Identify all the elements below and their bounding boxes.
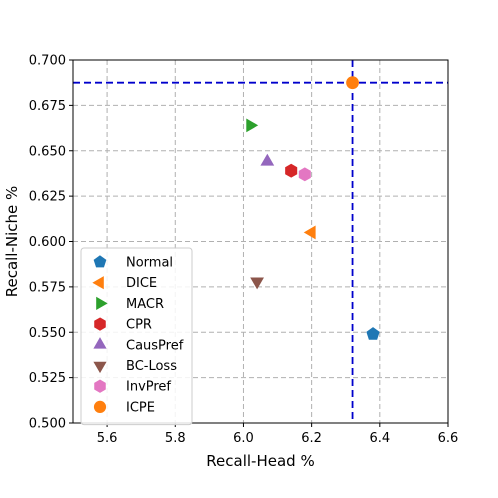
- y-tick-label: 0.600: [29, 235, 66, 250]
- y-tick-label: 0.700: [29, 54, 66, 69]
- data-point-cpr: [285, 163, 298, 178]
- y-tick-label: 0.500: [29, 417, 66, 432]
- y-tick-label: 0.625: [29, 190, 66, 205]
- legend-marker-icpe: [93, 400, 107, 414]
- legend-label-icpe: ICPE: [126, 400, 155, 415]
- data-point-icpe: [346, 76, 359, 90]
- y-axis-label: Recall-Niche %: [3, 186, 21, 298]
- x-tick-label: 5.6: [97, 431, 118, 446]
- x-tick-label: 6.0: [233, 431, 254, 446]
- data-point-causpref: [260, 153, 275, 166]
- legend-label-causpref: CausPref: [126, 338, 184, 353]
- y-tick-label: 0.650: [29, 144, 66, 159]
- x-tick-label: 6.6: [438, 431, 459, 446]
- legend-marker-normal: [93, 255, 107, 268]
- y-tick-label: 0.575: [29, 280, 66, 295]
- x-tick-label: 5.8: [165, 431, 186, 446]
- legend-box: [80, 247, 193, 426]
- x-axis-label: Recall-Head %: [206, 452, 314, 470]
- legend-marker-causpref: [93, 337, 107, 349]
- legend-label-normal: Normal: [126, 256, 173, 271]
- x-tick-label: 6.4: [369, 431, 390, 446]
- legend-marker-bc-loss: [93, 361, 107, 374]
- legend-marker-macr: [96, 296, 108, 311]
- y-tick-label: 0.675: [29, 99, 66, 114]
- axis-ticks: 5.6 5.8 6.0 6.2 6.4 6.6 0.500 0.525 0.550 0.575 0.…: [29, 54, 459, 447]
- legend-label-bc-loss: BC-Loss: [126, 359, 177, 374]
- legend-label-cpr: CPR: [126, 318, 152, 333]
- data-point-normal: [366, 327, 380, 340]
- y-tick-label: 0.525: [29, 371, 66, 386]
- data-point-macr: [246, 118, 259, 133]
- legend: Normal DICE MACR CPR CausPref BC-Loss InvPref I…: [80, 247, 193, 426]
- data-point-dice: [303, 225, 316, 240]
- legend-label-dice: DICE: [126, 276, 157, 291]
- legend-marker-dice: [92, 276, 104, 290]
- data-point-bc-loss: [250, 277, 264, 290]
- x-tick-label: 6.2: [301, 431, 322, 446]
- legend-marker-invpref: [94, 379, 106, 393]
- data-point-invpref: [298, 167, 311, 182]
- legend-marker-cpr: [94, 317, 106, 331]
- data-points: [246, 76, 380, 340]
- legend-label-macr: MACR: [126, 297, 164, 312]
- legend-label-invpref: InvPref: [126, 380, 171, 395]
- reference-lines: [73, 60, 448, 423]
- y-tick-label: 0.550: [29, 326, 66, 341]
